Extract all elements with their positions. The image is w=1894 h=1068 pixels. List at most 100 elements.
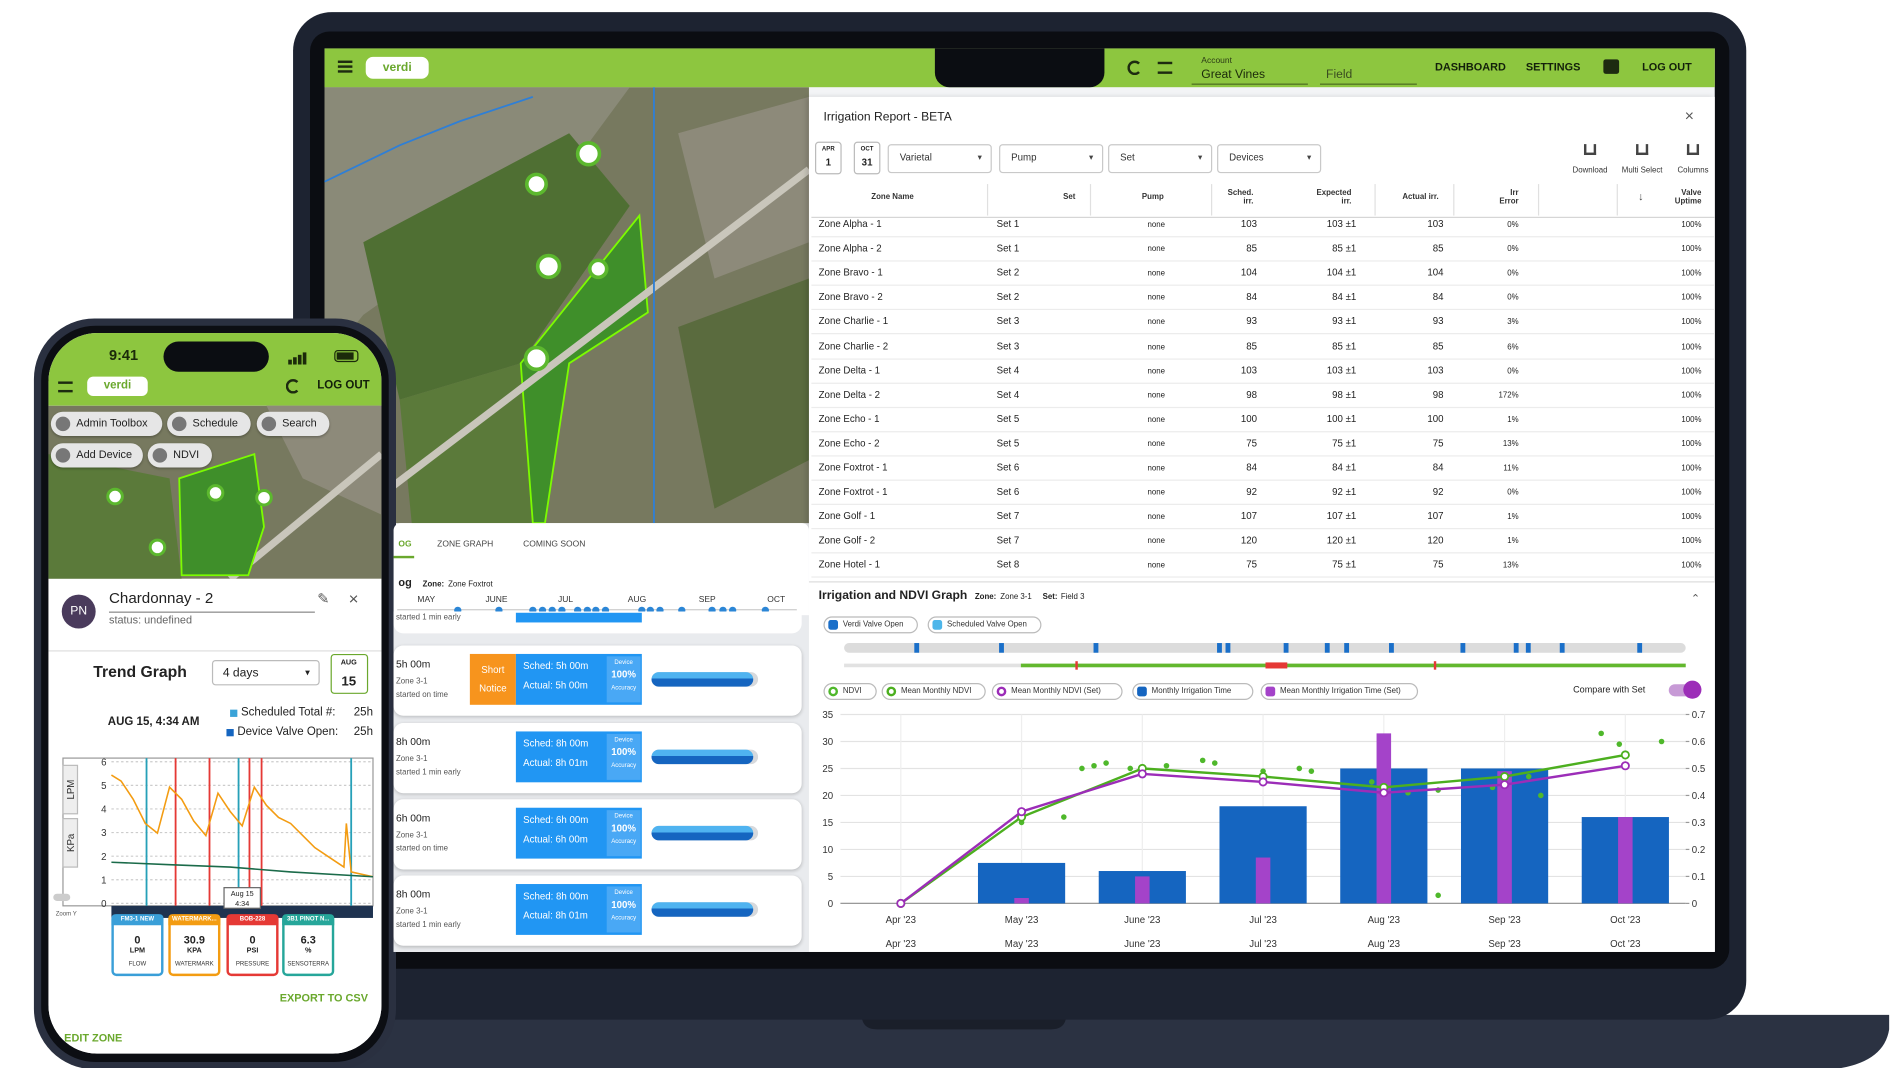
nav-link[interactable]: LOG OUT xyxy=(1642,60,1692,73)
dropdown-arrow: ▾ xyxy=(1197,153,1203,163)
tool-label[interactable]: Columns xyxy=(1677,166,1709,175)
table-cell: Set 6 xyxy=(996,486,1020,498)
tool-icon[interactable] xyxy=(1636,144,1649,156)
map-field xyxy=(678,278,809,509)
column-header[interactable]: Expected irr. xyxy=(1316,188,1352,206)
dynamic-island xyxy=(163,341,269,372)
table-cell: 93 xyxy=(1246,316,1258,327)
y-tick-label: 3 xyxy=(101,828,106,839)
column-header[interactable]: Sched. irr. xyxy=(1227,188,1254,206)
table-cell: Zone Foxtrot - 1 xyxy=(818,486,888,498)
table-cell: 75 xyxy=(1246,559,1258,571)
column-header[interactable]: Pump xyxy=(1141,193,1164,202)
filter-select[interactable] xyxy=(887,144,992,174)
toggle-chip[interactable] xyxy=(823,616,918,634)
range-select[interactable] xyxy=(211,659,320,686)
toggle-chip[interactable] xyxy=(927,616,1042,634)
collapse-button[interactable]: ⌃ xyxy=(1690,592,1700,605)
progress-fill xyxy=(651,825,754,841)
column-header[interactable]: Irr Error xyxy=(1499,188,1519,206)
legend-chip[interactable] xyxy=(991,683,1123,700)
column-header[interactable]: Actual irr. xyxy=(1402,193,1439,202)
compare-knob[interactable] xyxy=(1683,680,1702,699)
column-header[interactable]: Zone Name xyxy=(871,193,914,202)
table-cell: 103 xyxy=(1427,364,1444,376)
table-cell: Zone Alpha - 1 xyxy=(818,218,882,230)
tab[interactable]: ZONE GRAPH xyxy=(437,540,494,549)
month-label: MAY xyxy=(417,596,436,605)
column-header[interactable]: Valve Uptime xyxy=(1674,188,1702,206)
map-marker[interactable] xyxy=(575,141,602,167)
menu-icon[interactable] xyxy=(1157,61,1173,74)
timeline-dot xyxy=(656,606,664,614)
timeline-event xyxy=(1433,661,1437,670)
sort-arrow[interactable]: ↓ xyxy=(1638,190,1644,203)
menu-icon[interactable] xyxy=(58,381,73,393)
account-select[interactable] xyxy=(1191,53,1308,85)
axis-tab xyxy=(62,818,79,868)
clock: 9:41 xyxy=(108,346,139,364)
edit-link[interactable]: EDIT ZONE xyxy=(64,1031,123,1044)
date-box[interactable] xyxy=(815,141,842,175)
refresh-icon[interactable] xyxy=(285,379,301,394)
map-marker[interactable] xyxy=(523,345,550,372)
menu-icon[interactable] xyxy=(337,60,353,73)
chat-icon[interactable] xyxy=(1603,59,1620,74)
accuracy-text: 100% xyxy=(611,822,637,834)
date-box[interactable] xyxy=(853,141,881,175)
trend-line xyxy=(110,774,374,878)
table-cell: 84 ±1 xyxy=(1332,462,1357,474)
map-marker[interactable] xyxy=(524,172,548,196)
tool-label[interactable]: Multi Select xyxy=(1621,166,1663,175)
tab[interactable]: COMING SOON xyxy=(523,540,586,549)
sensor-type: FLOW xyxy=(128,960,147,968)
filter-select[interactable] xyxy=(1108,144,1213,174)
date-day: 15 xyxy=(341,674,357,690)
nav-link[interactable]: SETTINGS xyxy=(1525,60,1581,73)
card-note: started 1 min early xyxy=(395,613,461,622)
export-link[interactable]: EXPORT TO CSV xyxy=(279,991,368,1004)
map-marker[interactable] xyxy=(535,253,562,280)
tool-icon[interactable] xyxy=(1583,144,1597,156)
logout-link[interactable]: LOG OUT xyxy=(317,378,370,393)
legend-swatch xyxy=(1265,686,1276,697)
legend-chip[interactable] xyxy=(881,683,986,700)
legend-chip[interactable] xyxy=(1132,683,1254,700)
tool-label[interactable]: Download xyxy=(1572,166,1608,175)
legend-chip[interactable] xyxy=(823,683,877,700)
map-road xyxy=(227,451,382,579)
table-row xyxy=(811,384,1715,408)
timeline-dot xyxy=(638,606,646,614)
column-header[interactable]: Set xyxy=(1063,193,1076,202)
edit-icon[interactable]: ✎ xyxy=(317,590,330,608)
close-button[interactable]: × xyxy=(1684,106,1694,125)
table-cell: 75 xyxy=(1432,559,1444,571)
table-cell: 84 ±1 xyxy=(1332,291,1357,303)
legend-chip[interactable] xyxy=(1260,683,1419,700)
zone-name: Chardonnay - 2 xyxy=(108,589,214,607)
tab[interactable]: OG xyxy=(398,540,412,549)
month-label: SEP xyxy=(698,596,716,605)
filter-select[interactable] xyxy=(999,144,1104,174)
field-select[interactable] xyxy=(1319,53,1417,85)
date-box[interactable] xyxy=(330,653,369,694)
filter-select[interactable] xyxy=(1217,144,1322,174)
button-label: Schedule xyxy=(192,416,238,429)
close-button[interactable]: × xyxy=(348,588,359,609)
date-month: APR xyxy=(821,145,835,153)
table-cell: Zone Hotel - 1 xyxy=(818,559,881,571)
trend-line xyxy=(111,861,374,878)
table-cell: 104 ±1 xyxy=(1326,267,1357,279)
accuracy-text: 100% xyxy=(611,899,637,911)
month-label: AUG xyxy=(627,596,647,605)
refresh-icon[interactable] xyxy=(1127,60,1142,76)
accuracy-text: 100% xyxy=(611,669,637,681)
map-marker[interactable] xyxy=(587,258,609,280)
axis-label: KPa xyxy=(66,833,77,852)
axis-label: LPM xyxy=(66,780,77,800)
table-row xyxy=(811,310,1715,335)
y-tick-label: 5 xyxy=(101,781,106,792)
nav-link[interactable]: DASHBOARD xyxy=(1435,60,1506,73)
tool-icon[interactable] xyxy=(1686,144,1700,156)
